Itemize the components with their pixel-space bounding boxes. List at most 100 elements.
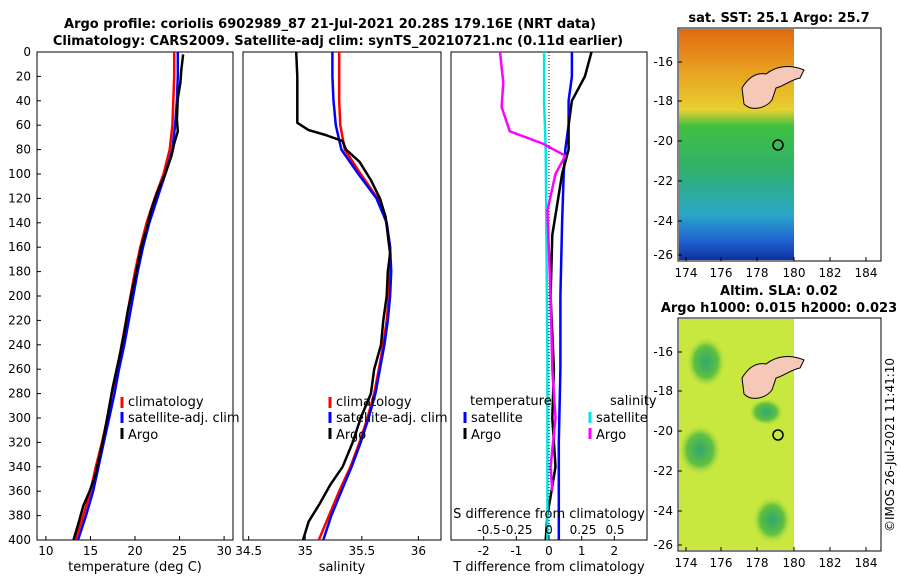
temperature-legend: climatology satellite-adj. clim Argo [120, 395, 240, 443]
y-tick-label: 400 [8, 533, 31, 547]
s-tick-label: 0.25 [570, 523, 597, 537]
s-tick-label: -0.5 [477, 523, 500, 537]
map-y-label: -24 [653, 214, 673, 228]
x-tick-label: 30 [216, 544, 231, 558]
map-y-label: -18 [653, 384, 673, 398]
map-x-label: 180 [783, 266, 806, 280]
legend-argo: Argo [336, 428, 366, 443]
y-tick-label: 280 [8, 387, 31, 401]
legend-t-satellite: satellite [471, 411, 523, 426]
y-tick-label: 360 [8, 484, 31, 498]
map-x-label: 182 [819, 266, 842, 280]
y-tick-label: 200 [8, 289, 31, 303]
y-tick-label: 320 [8, 435, 31, 449]
argo-location-marker [772, 139, 784, 151]
series-t-argo [544, 51, 593, 541]
map-x-label: 182 [819, 556, 842, 570]
fiji-islands-shape [741, 356, 805, 399]
legend-climatology: climatology [128, 395, 204, 410]
y-tick-label: 340 [8, 460, 31, 474]
y-tick-label: 220 [8, 313, 31, 327]
map-x-label: 176 [710, 556, 733, 570]
x-tick-label: 20 [127, 544, 142, 558]
imos-timestamp: ©IMOS 26-Jul-2021 11:41:10 [883, 358, 897, 532]
map-x-label: 184 [855, 266, 878, 280]
difference-xlabel: T difference from climatology [452, 560, 645, 575]
sla-map-title2: Argo h1000: 0.015 h2000: 0.023 [661, 301, 897, 316]
sla-map-title1: Altim. SLA: 0.02 [720, 284, 838, 299]
y-tick-label: 80 [16, 143, 31, 157]
map-y-label: -26 [653, 248, 673, 262]
salinity-xlabel: salinity [319, 560, 366, 575]
y-tick-label: 300 [8, 411, 31, 425]
map-y-label: -16 [653, 55, 673, 69]
x-tick-label: 2 [611, 544, 619, 558]
legend-satellite: satellite-adj. clim [128, 411, 240, 426]
legend-temperature-title: temperature [470, 394, 552, 409]
temperature-axes [36, 51, 234, 541]
title-line1: Argo profile: coriolis 6902989_87 21-Jul… [64, 17, 596, 32]
legend-t-argo: Argo [471, 428, 501, 443]
sla-eddy [686, 336, 726, 388]
map-x-label: 184 [855, 556, 878, 570]
x-tick-label: 1 [578, 544, 586, 558]
map-y-label: -20 [653, 424, 673, 438]
sla-map: Altim. SLA: 0.02 Argo h1000: 0.015 h2000… [653, 284, 897, 570]
temperature-panel: 0 20 40 60 80 100 120 140 160 180 200 220 240 260 280 3… [8, 45, 240, 575]
series-s-argo [498, 51, 567, 492]
map-x-label: 174 [675, 266, 698, 280]
sla-eddy [752, 496, 792, 544]
sst-map: sat. SST: 25.1 Argo: 25.7 174 176 178 180 18… [653, 11, 882, 280]
x-tick-label: 35 [298, 544, 313, 558]
legend-satellite: satellite-adj. clim [336, 411, 448, 426]
map-y-label: -18 [653, 94, 673, 108]
legend-climatology: climatology [336, 395, 412, 410]
map-y-label: -26 [653, 538, 673, 552]
map-x-label: 180 [783, 556, 806, 570]
temperature-xlabel: temperature (deg C) [68, 560, 202, 575]
fiji-islands-shape [741, 66, 805, 109]
x-tick-label: -1 [510, 544, 522, 558]
legend-argo: Argo [128, 428, 158, 443]
x-tick-label: 25 [172, 544, 187, 558]
difference-panel: -2 -1 0 1 2 T difference from climatology S … [450, 51, 657, 575]
series-argo [72, 54, 185, 541]
argo-location-marker [772, 429, 784, 441]
map-y-label: -20 [653, 134, 673, 148]
map-y-label: -24 [653, 504, 673, 518]
sla-eddy [678, 424, 722, 476]
x-tick-label: 36 [411, 544, 426, 558]
y-tick-label: 260 [8, 362, 31, 376]
x-tick-label: 34.5 [235, 544, 262, 558]
x-tick-label: 35.5 [348, 544, 375, 558]
salinity-panel: 34.5 35 35.5 36 salinity climatology satell… [235, 51, 448, 575]
sst-map-title: sat. SST: 25.1 Argo: 25.7 [688, 11, 869, 26]
map-y-label: -16 [653, 345, 673, 359]
legend-s-argo: Argo [596, 428, 626, 443]
y-tick-label: 240 [8, 338, 31, 352]
s-tick-label: 0.5 [605, 523, 624, 537]
x-tick-label: 0 [545, 544, 553, 558]
map-x-label: 178 [746, 556, 769, 570]
y-tick-label: 160 [8, 240, 31, 254]
y-tick-label: 380 [8, 509, 31, 523]
x-tick-label: 10 [38, 544, 53, 558]
map-y-label: -22 [653, 174, 673, 188]
y-tick-label: 20 [16, 69, 31, 83]
s-tick-label: 0 [545, 523, 553, 537]
legend-s-satellite: satellite [596, 411, 648, 426]
map-y-label: -22 [653, 464, 673, 478]
sst-field [679, 29, 794, 260]
y-tick-label: 60 [16, 118, 31, 132]
series-t-satellite [557, 52, 574, 540]
map-x-label: 176 [710, 266, 733, 280]
series-argo [294, 51, 392, 541]
y-tick-label: 100 [8, 167, 31, 181]
y-tick-label: 120 [8, 191, 31, 205]
map-x-label: 178 [746, 266, 769, 280]
title-line2: Climatology: CARS2009. Satellite-adj cli… [53, 34, 623, 49]
series-s-satellite [542, 52, 549, 540]
y-tick-label: 180 [8, 265, 31, 279]
difference-legend: temperature salinity satellite Argo sate… [463, 394, 657, 443]
